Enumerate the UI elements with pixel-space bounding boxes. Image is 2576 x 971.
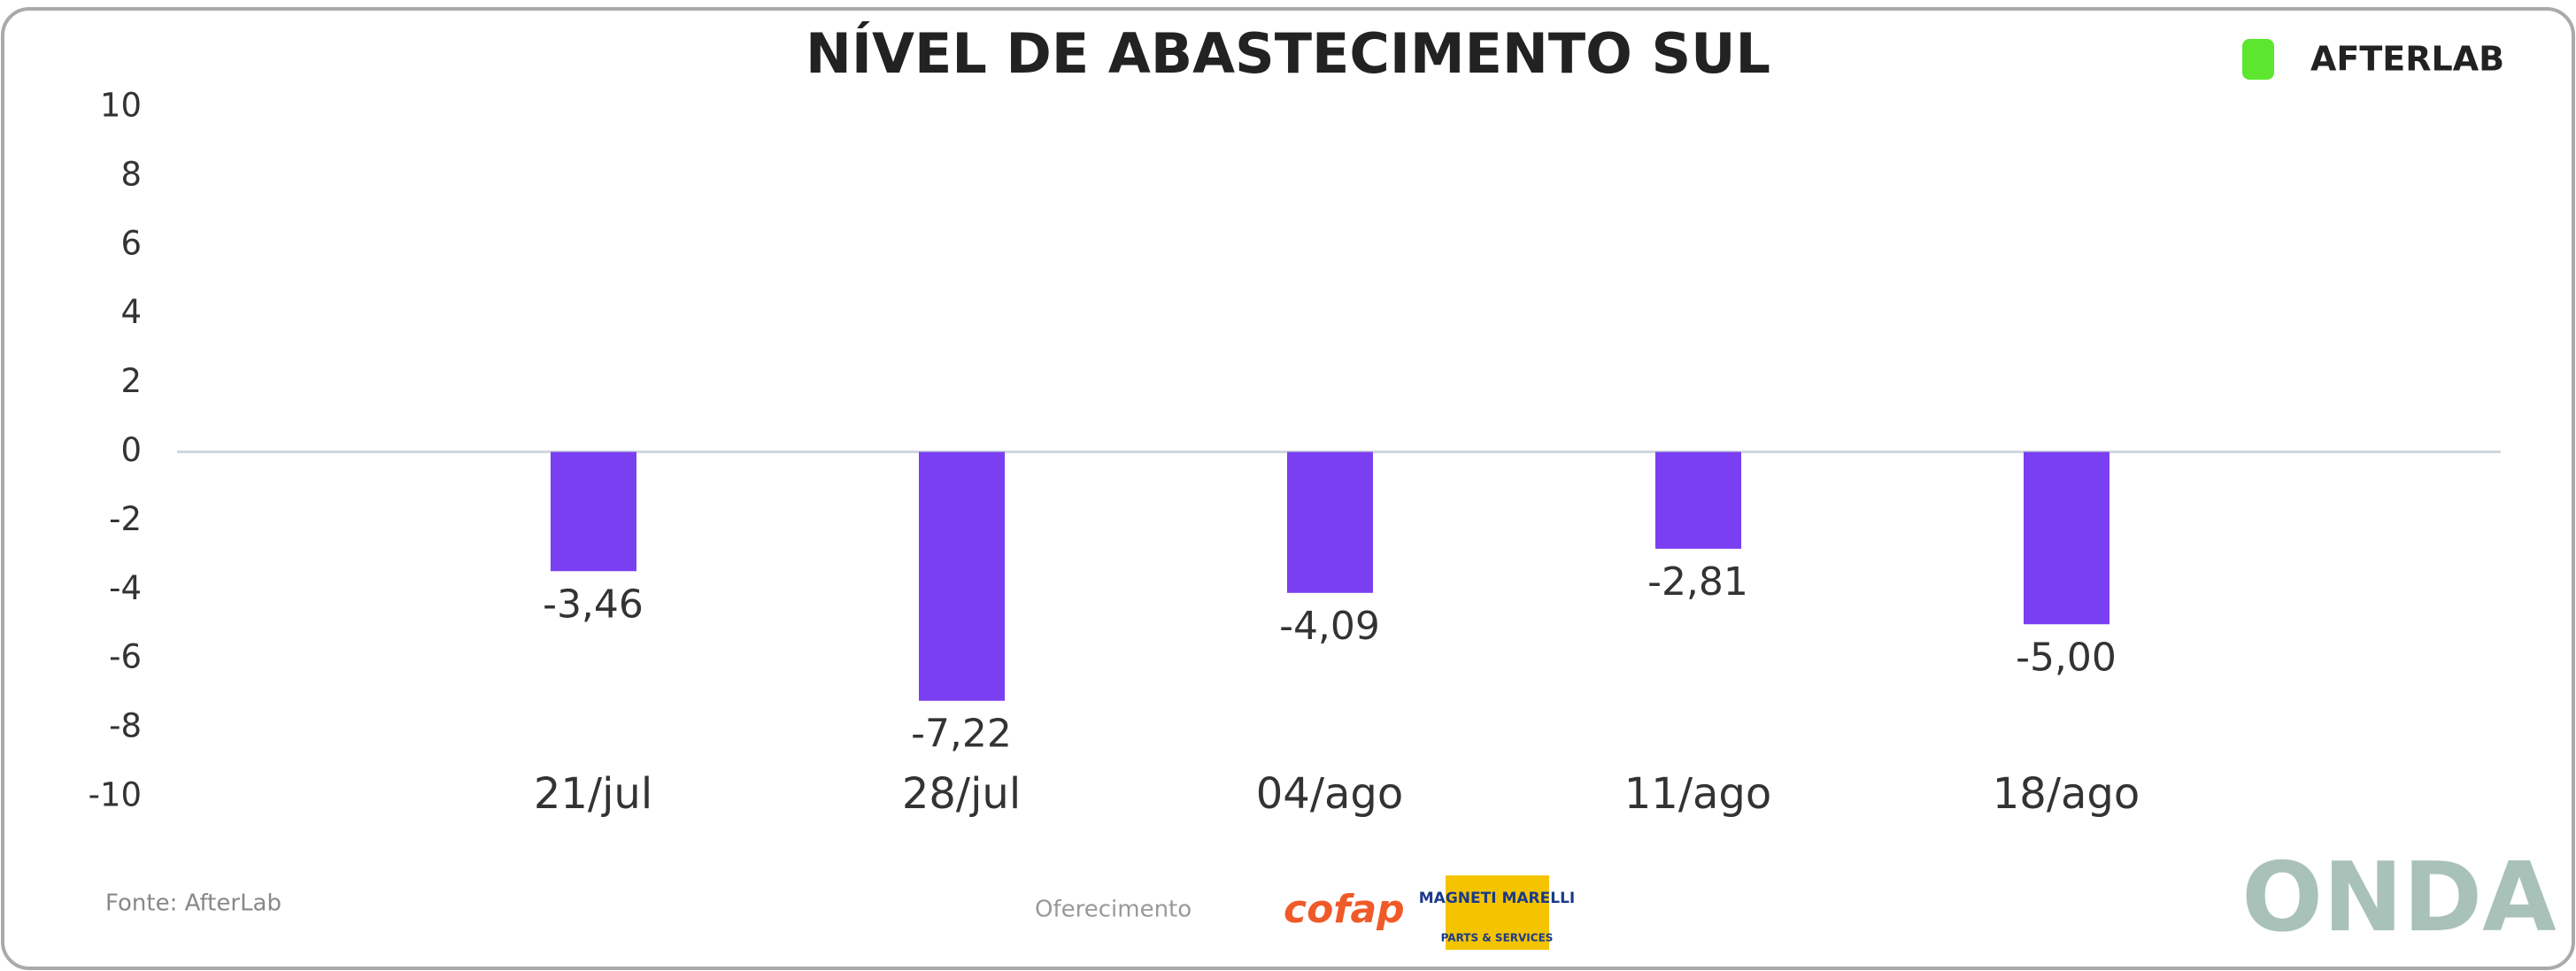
- series-logo: ONDA: [2241, 843, 2557, 953]
- brand-logo: AFTERLAB: [2310, 40, 2504, 79]
- sponsor-logo: MAGNETI MARELLI: [1419, 890, 1575, 907]
- y-tick-label: 2: [120, 362, 142, 400]
- y-tick-label: 6: [120, 224, 142, 262]
- value-label: -2,81: [1647, 559, 1748, 605]
- bar: [551, 451, 636, 572]
- value-label: -3,46: [543, 582, 644, 627]
- y-tick-label: -4: [109, 569, 142, 607]
- y-tick-label: -2: [109, 500, 142, 538]
- y-tick-label: -10: [89, 776, 142, 814]
- x-tick-label: 04/ago: [1256, 769, 1404, 819]
- brand-icon: [2242, 39, 2274, 80]
- y-tick-label: 4: [120, 293, 142, 331]
- bar: [1655, 451, 1741, 549]
- y-tick-label: 10: [100, 87, 142, 125]
- y-tick-label: 8: [120, 155, 142, 193]
- value-label: -7,22: [911, 712, 1012, 757]
- x-tick-label: 18/ago: [1993, 769, 2140, 819]
- sponsor-logo: cofap: [1284, 887, 1405, 932]
- x-tick-label: 28/jul: [902, 769, 1021, 819]
- value-label: -5,00: [2016, 635, 2117, 680]
- bar: [1287, 451, 1373, 593]
- sponsor-sub: PARTS & SERVICES: [1441, 932, 1554, 944]
- y-tick-label: -8: [109, 707, 142, 745]
- value-label: -4,09: [1279, 604, 1380, 649]
- x-tick-label: 11/ago: [1624, 769, 1772, 819]
- sponsor-label: Oferecimento: [1035, 897, 1192, 923]
- chart-title: NÍVEL DE ABASTECIMENTO SUL: [806, 21, 1770, 86]
- y-tick-label: 0: [120, 431, 142, 469]
- source: Fonte: AfterLab: [105, 890, 282, 917]
- bar: [919, 451, 1005, 701]
- bar: [2024, 451, 2109, 625]
- x-tick-label: 21/jul: [534, 769, 652, 819]
- y-tick-label: -6: [109, 638, 142, 676]
- sponsor-box: [1446, 875, 1549, 950]
